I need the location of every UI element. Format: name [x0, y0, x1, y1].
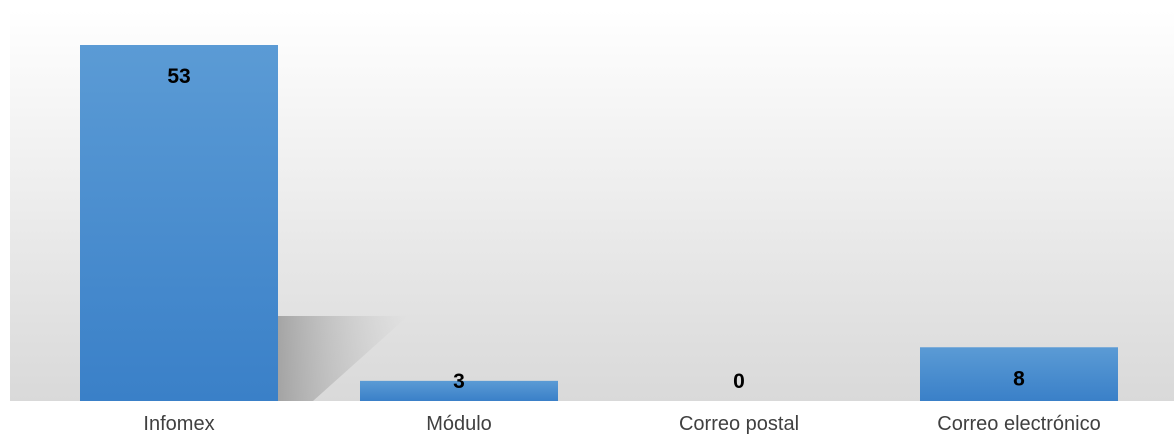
- data-label-modulo: 3: [453, 370, 465, 393]
- data-labels-group: 53 3 0 8: [167, 65, 1025, 393]
- bar-infomex: [80, 45, 278, 401]
- bars-group: [80, 45, 1118, 401]
- data-label-correo-postal: 0: [733, 370, 745, 393]
- tick-label-infomex: Infomex: [143, 413, 214, 435]
- tick-label-modulo: Módulo: [426, 413, 492, 435]
- bar-correo-electronico: [920, 347, 1118, 401]
- category-tick-labels: Infomex Módulo Correo postal Correo electró…: [143, 413, 1100, 435]
- data-label-infomex: 53: [167, 65, 190, 88]
- bar-shadows: [278, 316, 408, 401]
- data-label-correo-electronico: 8: [1013, 367, 1025, 390]
- tick-label-correo-electronico: Correo electrónico: [937, 413, 1100, 435]
- bar-shadow-infomex: [278, 316, 408, 401]
- bar-modulo: [360, 380, 558, 401]
- tick-label-correo-postal: Correo postal: [679, 413, 799, 435]
